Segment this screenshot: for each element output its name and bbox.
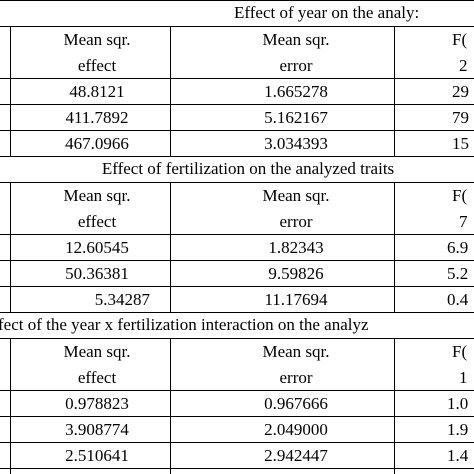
column-header: effect	[77, 368, 117, 387]
table-cell: 0.4	[447, 290, 469, 309]
table-cell: 2.942447	[264, 446, 328, 465]
rule	[0, 26, 474, 27]
column-header: 2	[459, 56, 468, 75]
table-cell: 50.36381	[65, 264, 129, 283]
column-header: effect	[77, 212, 117, 231]
column-divider	[170, 26, 171, 156]
table-cell: 2.510641	[65, 446, 129, 465]
table-cell: 1.82343	[268, 238, 324, 257]
column-header: effect	[77, 56, 117, 75]
section-title: fect of the year x fertilization interac…	[0, 315, 369, 334]
column-header: F(	[452, 30, 468, 49]
table-cell: 3.034393	[264, 134, 328, 153]
rule	[0, 78, 474, 79]
rule	[0, 104, 474, 105]
table-cell: 1.4	[447, 446, 469, 465]
rule	[0, 260, 474, 261]
column-divider	[10, 338, 11, 474]
column-header: Mean sqr.	[63, 342, 131, 361]
column-divider	[10, 182, 11, 312]
column-divider	[170, 338, 171, 474]
column-header: Mean sqr.	[262, 186, 330, 205]
table-cell: 79	[452, 108, 469, 127]
column-divider	[394, 182, 395, 312]
table-cell: 48.8121	[69, 82, 125, 101]
table-cell: 1.0	[447, 394, 469, 413]
table-cell: 411.7892	[65, 108, 129, 127]
table-cell: 1.665278	[264, 82, 328, 101]
table-cell: 9.59826	[268, 264, 324, 283]
column-header: Mean sqr.	[63, 30, 131, 49]
column-header: 1	[459, 368, 468, 387]
column-header: F(	[452, 342, 468, 361]
rule	[0, 442, 474, 443]
rule	[0, 234, 474, 235]
table-cell: 0.967666	[264, 394, 328, 413]
table-cell: 2.049000	[264, 420, 328, 439]
column-header: error	[279, 56, 313, 75]
rule	[0, 468, 474, 469]
column-divider	[10, 26, 11, 156]
rule	[0, 182, 474, 183]
section-title: Effect of fertilization on the analyzed …	[101, 159, 395, 178]
table-cell: 1.9	[447, 420, 469, 439]
rule	[0, 416, 474, 417]
table-cell: 467.0966	[65, 134, 129, 153]
column-header: Mean sqr.	[262, 30, 330, 49]
table-cell: 11.17694	[264, 290, 328, 309]
rule	[0, 312, 474, 313]
table-cell: 0.978823	[65, 394, 129, 413]
table-cell: 12.60545	[65, 238, 129, 257]
table-cell: 5.34287	[94, 290, 150, 309]
table-cell: 15	[452, 134, 469, 153]
column-header: error	[279, 368, 313, 387]
column-divider	[394, 26, 395, 156]
table-cell: 29	[452, 82, 469, 101]
column-header: 7	[459, 212, 468, 231]
rule	[0, 338, 474, 339]
section-title: Effect of year on the analy:	[234, 3, 420, 22]
rule	[0, 286, 474, 287]
table-cell: 5.2	[447, 264, 469, 283]
column-divider	[170, 182, 171, 312]
rule	[0, 0, 474, 1]
column-header: Mean sqr.	[262, 342, 330, 361]
column-divider	[394, 338, 395, 474]
table-cell: 3.908774	[65, 420, 129, 439]
rule	[0, 130, 474, 131]
column-header: Mean sqr.	[63, 186, 131, 205]
column-header: error	[279, 212, 313, 231]
column-header: F(	[452, 186, 468, 205]
rule	[0, 156, 474, 157]
table-cell: 5.162167	[264, 108, 328, 127]
table-cell: 6.9	[447, 238, 469, 257]
rule	[0, 390, 474, 391]
